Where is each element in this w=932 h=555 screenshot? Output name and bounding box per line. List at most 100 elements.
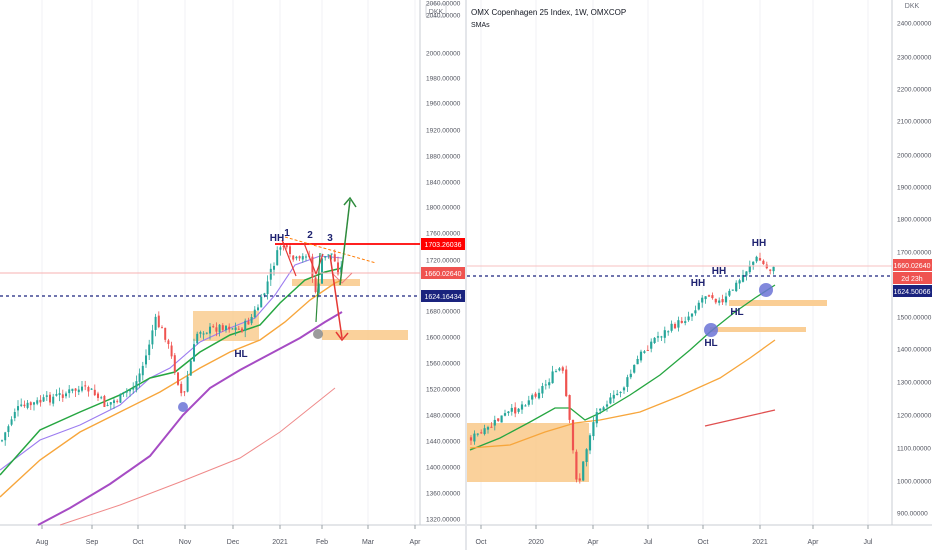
right-currency-label: DKK [905, 3, 920, 10]
right-candle-body [561, 367, 564, 371]
right-price-tick-label: 2000.00000 [897, 153, 932, 160]
right-price-axis[interactable]: 2400.00000 2300.00000 2200.00000 2100.00000… [897, 21, 932, 518]
left-candle-body [260, 296, 263, 308]
right-candle-body [752, 261, 755, 265]
left-candle-body [23, 404, 26, 407]
right-price-tick-label: 1900.00000 [897, 185, 932, 192]
left-candle-body [202, 333, 205, 335]
left-price-tick-label: 2060.00000 [426, 1, 461, 8]
right-time-tick-label: Apr [808, 539, 820, 546]
left-plot-area[interactable] [0, 0, 420, 525]
support-price-tag [421, 290, 465, 302]
left-grid [41, 0, 416, 525]
support-zone-recent [729, 300, 827, 306]
right-price-tick-label: 1400.00000 [897, 347, 932, 354]
left-candle-body [157, 315, 160, 328]
left-candle-body [183, 391, 186, 393]
left-candle-body [10, 419, 13, 425]
left-candle-body [58, 393, 61, 396]
left-candle-body [84, 385, 87, 387]
left-moving-averages [0, 255, 343, 526]
left-candle-body [266, 281, 269, 295]
left-candle-body [279, 247, 282, 250]
right-price-tick-label: 2200.00000 [897, 87, 932, 94]
left-candle-body [45, 395, 48, 397]
right-candle-body [469, 437, 473, 441]
left-candle-body [244, 320, 247, 331]
left-candle-body [36, 400, 39, 404]
left-price-tick-label: 1400.00000 [426, 465, 461, 472]
left-candle-body [253, 309, 256, 318]
support-zone-lower [322, 330, 408, 340]
right-chart[interactable]: OMX Copenhagen 25 Index, 1W, OMXCOP SMAs… [467, 0, 932, 546]
right-candle-body [697, 302, 700, 310]
left-candle-body [151, 330, 154, 345]
left-candle-body [263, 293, 266, 296]
right-candle-body [592, 422, 595, 437]
left-candle-body [68, 389, 71, 394]
left-candle-body [330, 253, 333, 255]
left-candle-body [29, 402, 32, 406]
right-candle-body [704, 296, 707, 300]
right-candle-body [548, 382, 551, 386]
left-candle-body [173, 355, 176, 373]
right-candle-body [694, 310, 697, 314]
left-candle-body [13, 412, 16, 419]
right-candle-body [755, 256, 758, 262]
right-candle-body [626, 377, 629, 387]
right-candle-body [568, 395, 571, 420]
pivot-marker-left-recent [313, 329, 323, 339]
right-candle-body [680, 320, 683, 323]
right-candle-body [503, 413, 507, 416]
left-candle-body [17, 406, 19, 411]
bear-arrow-head [335, 331, 349, 342]
label-hh-left: HH [270, 233, 284, 244]
chart-title: OMX Copenhagen 25 Index, 1W, OMXCOP [471, 8, 626, 17]
left-price-tick-label: 1760.00000 [426, 231, 461, 238]
left-candle-body [177, 372, 179, 385]
left-candle-body [4, 432, 7, 441]
right-time-axis[interactable]: Oct 2020 Apr Jul Oct 2021 Apr Jul [476, 525, 873, 546]
right-candle-body [544, 384, 547, 386]
right-price-tick-label: 1500.00000 [897, 315, 932, 322]
left-currency-label: DKK [429, 9, 444, 16]
right-candle-body [772, 266, 775, 272]
right-candle-body [684, 321, 687, 323]
left-candle-body [333, 254, 336, 262]
left-currency-badge [425, 3, 447, 18]
left-price-tick-label: 1840.00000 [426, 180, 461, 187]
accumulation-zone [467, 423, 589, 482]
right-support-price-tag [893, 285, 932, 297]
label-peak-2: 2 [307, 230, 313, 241]
right-candle-body [711, 295, 714, 299]
right-candle-body [565, 369, 568, 397]
left-candle-body [74, 388, 77, 391]
right-candle-body [707, 295, 711, 297]
right-countdown-text: 2d 23h [901, 276, 923, 283]
left-candle-body [234, 327, 237, 330]
right-time-tick-label: Oct [698, 539, 709, 546]
right-candle-body [769, 269, 772, 271]
resistance-price-tag [421, 238, 465, 250]
right-candle-body [629, 373, 632, 378]
left-chart[interactable]: DKK 2060.00000 2040.00000 2000.00000 1980.0… [0, 0, 465, 546]
right-candle-body [633, 364, 636, 373]
right-candle-body [514, 407, 517, 414]
left-candle-body [77, 389, 80, 393]
right-candle-body [520, 404, 524, 410]
right-candle-body [636, 358, 639, 365]
support-zone-upper [292, 279, 360, 286]
right-candle-body [480, 432, 483, 434]
left-candle-body [49, 394, 51, 403]
support-zone-prior [710, 327, 806, 332]
right-time-tick-label: Oct [476, 539, 487, 546]
pivot-marker-right-recent [759, 283, 773, 297]
right-candle-body [497, 418, 500, 421]
right-candle-body [551, 371, 554, 384]
indicator-label[interactable]: SMAs [471, 22, 490, 29]
pane-divider[interactable] [465, 0, 467, 550]
left-price-axis[interactable]: 2060.00000 2040.00000 2000.00000 1980.00000… [426, 1, 461, 524]
left-time-axis[interactable]: Aug Sep Oct Nov Dec 2021 Feb Mar Apr [36, 525, 421, 546]
left-candle-body [167, 340, 170, 345]
